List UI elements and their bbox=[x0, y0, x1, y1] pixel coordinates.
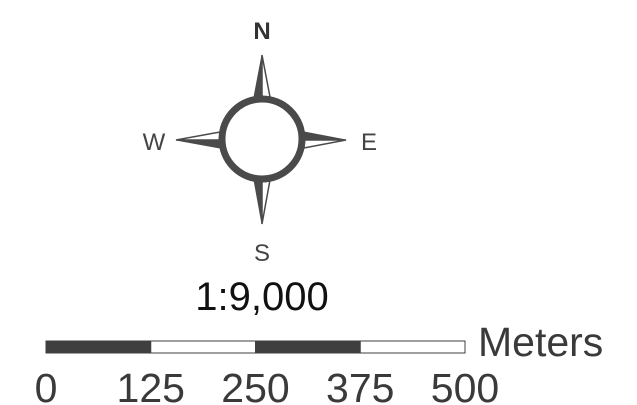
scale-units-label: Meters bbox=[478, 319, 603, 365]
scale-bar-segment-4 bbox=[359, 340, 466, 354]
east-point-dark bbox=[303, 131, 347, 141]
scale-tick-label: 0 bbox=[35, 365, 58, 405]
compass-rose-icon bbox=[175, 54, 347, 225]
scale-tick-label: 375 bbox=[326, 365, 394, 405]
scale-bar-segment-1 bbox=[45, 340, 152, 354]
west-label: W bbox=[143, 129, 166, 156]
east-point-light bbox=[303, 139, 347, 149]
south-point-light bbox=[261, 179, 271, 225]
south-label: S bbox=[254, 240, 270, 267]
scale-bar-segment-2 bbox=[150, 340, 256, 354]
scale-tick-label: 250 bbox=[221, 365, 289, 405]
west-point-light bbox=[175, 131, 221, 141]
scale-tick-labels: 0 125 250 375 500 bbox=[35, 365, 500, 405]
south-point-dark bbox=[253, 179, 263, 225]
scale-bar bbox=[45, 340, 466, 354]
west-point-dark bbox=[175, 139, 221, 149]
compass-ring bbox=[218, 95, 306, 183]
east-label: E bbox=[361, 129, 377, 156]
scale-bar-segment-3 bbox=[255, 340, 361, 354]
north-point-light bbox=[261, 54, 271, 98]
scale-tick-label: 500 bbox=[431, 365, 499, 405]
scale-ratio-text: 1:9,000 bbox=[195, 275, 328, 319]
scale-tick-label: 125 bbox=[117, 365, 185, 405]
north-point-dark bbox=[253, 54, 263, 98]
north-label: N bbox=[253, 18, 270, 45]
